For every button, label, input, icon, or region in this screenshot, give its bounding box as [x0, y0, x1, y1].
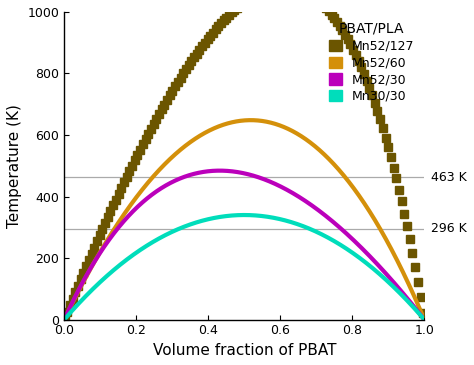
Mn52/30	[237, 170, 242, 174]
Mn52/60	[227, 121, 233, 125]
Mn30/30	[241, 213, 247, 217]
Mn52/60	[345, 178, 351, 182]
Mn52/127	[62, 316, 67, 321]
Mn52/127	[81, 271, 86, 275]
Mn52/60	[80, 281, 86, 285]
Mn52/127	[399, 199, 404, 204]
Mn52/127	[199, 44, 205, 48]
Line: Mn30/30: Mn30/30	[64, 215, 424, 319]
Mn52/60	[248, 118, 254, 122]
Mn52/30	[411, 304, 417, 308]
Mn52/30	[80, 280, 86, 284]
Mn30/30	[62, 317, 67, 322]
Line: Mn52/30: Mn52/30	[64, 170, 424, 319]
Mn52/60	[237, 119, 242, 123]
Mn52/30	[411, 304, 417, 308]
Text: 463 K: 463 K	[431, 171, 467, 184]
Mn52/127	[140, 142, 146, 146]
Mn30/30	[227, 214, 233, 218]
Mn52/30	[62, 317, 67, 321]
Mn52/60	[62, 317, 67, 321]
Mn52/30	[217, 168, 223, 173]
Legend: Mn52/127, Mn52/60, Mn52/30, Mn30/30: Mn52/127, Mn52/60, Mn52/30, Mn30/30	[326, 18, 418, 107]
Mn52/127	[151, 122, 156, 126]
Y-axis label: Temperature (K): Temperature (K)	[7, 104, 22, 228]
Mn30/30	[80, 297, 86, 301]
Mn30/30	[411, 305, 417, 310]
Mn52/60	[411, 293, 417, 297]
Mn30/30	[421, 317, 427, 322]
Mn52/127	[401, 211, 407, 216]
Mn52/127	[420, 311, 426, 315]
Mn52/60	[411, 293, 417, 297]
Line: Mn52/60: Mn52/60	[64, 120, 424, 319]
Mn30/30	[237, 213, 242, 217]
X-axis label: Volume fraction of PBAT: Volume fraction of PBAT	[153, 343, 336, 358]
Line: Mn52/127: Mn52/127	[60, 0, 428, 323]
Mn52/30	[227, 169, 233, 173]
Mn30/30	[345, 247, 351, 252]
Mn52/30	[345, 233, 351, 237]
Mn30/30	[411, 306, 417, 310]
Text: 296 K: 296 K	[431, 222, 467, 235]
Mn52/30	[421, 317, 427, 321]
Mn52/60	[421, 316, 427, 321]
